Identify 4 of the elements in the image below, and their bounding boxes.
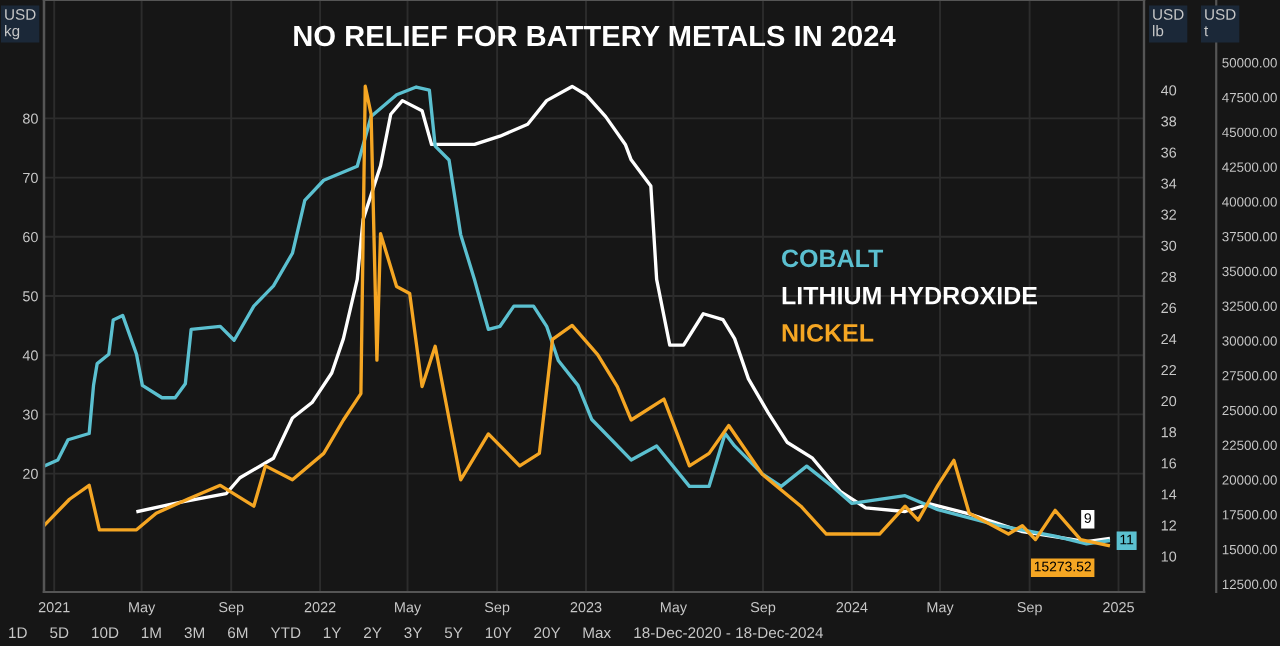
text: COBALT xyxy=(782,249,884,268)
text: NO RELIEF FOR BATTERY METALS IN 2024 xyxy=(294,25,896,47)
text: LITHIUM HYDROXIDE xyxy=(782,286,1037,305)
text: NICKEL xyxy=(782,324,874,342)
